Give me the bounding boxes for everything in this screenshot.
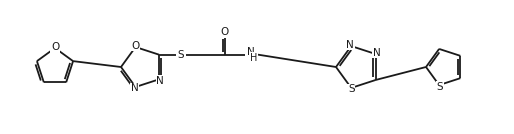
Text: N: N bbox=[131, 83, 138, 94]
Text: O: O bbox=[221, 27, 229, 37]
Text: N: N bbox=[247, 47, 255, 57]
Text: O: O bbox=[51, 42, 59, 52]
Text: S: S bbox=[178, 50, 185, 60]
Text: H: H bbox=[250, 53, 258, 63]
Text: N: N bbox=[346, 40, 354, 50]
Text: N: N bbox=[156, 76, 164, 86]
Text: O: O bbox=[132, 40, 140, 51]
Text: N: N bbox=[373, 48, 381, 58]
Text: S: S bbox=[437, 82, 444, 92]
Text: S: S bbox=[348, 84, 355, 94]
